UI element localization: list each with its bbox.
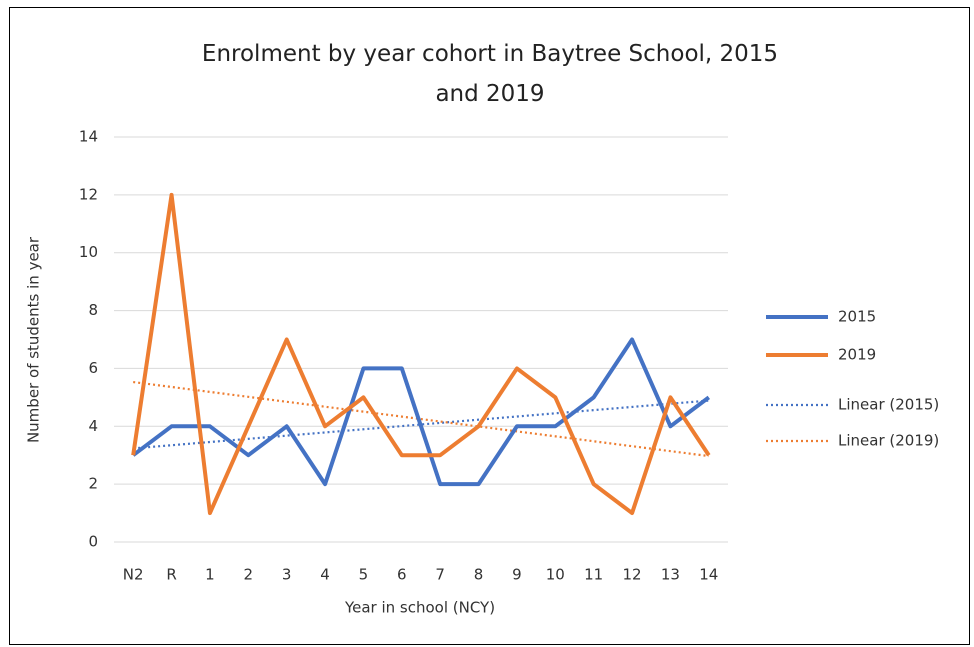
y-tick-label: 12	[79, 185, 98, 203]
x-tick-label: 6	[397, 566, 407, 584]
chart-frame	[9, 7, 970, 645]
x-tick-label: 2	[244, 566, 254, 584]
chart-title: Enrolment by year cohort in Baytree Scho…	[201, 41, 779, 107]
x-tick-label: 1	[205, 566, 215, 584]
legend-label: Linear (2015)	[838, 396, 939, 414]
y-axis-label: Number of students in year	[25, 236, 43, 443]
x-tick-label: N2	[123, 566, 144, 584]
legend-label: Linear (2019)	[838, 432, 939, 450]
legend-label: 2015	[838, 308, 876, 326]
x-tick-label: 14	[699, 566, 718, 584]
x-tick-label: 12	[623, 566, 642, 584]
y-tick-label: 4	[88, 417, 98, 435]
x-tick-label: 5	[359, 566, 369, 584]
x-tick-label: 7	[435, 566, 445, 584]
x-tick-label: 10	[546, 566, 565, 584]
series-line	[131, 337, 711, 487]
y-tick-label: 6	[88, 359, 98, 377]
series-line	[131, 192, 711, 516]
y-tick-label: 2	[88, 475, 98, 493]
x-tick-label: 4	[320, 566, 330, 584]
x-tick-label: 3	[282, 566, 292, 584]
x-axis-label: Year in school (NCY)	[344, 599, 495, 617]
x-tick-label: R	[166, 566, 176, 584]
legend-label: 2019	[838, 346, 876, 364]
x-tick-label: 8	[474, 566, 484, 584]
x-tick-label: 9	[512, 566, 522, 584]
y-tick-label: 8	[88, 301, 98, 319]
x-tick-label: 13	[661, 566, 680, 584]
x-tick-label: 11	[584, 566, 603, 584]
y-tick-label: 0	[88, 533, 98, 551]
trendline	[133, 380, 709, 458]
y-tick-label: 10	[79, 243, 98, 261]
y-tick-label: 14	[79, 128, 98, 146]
